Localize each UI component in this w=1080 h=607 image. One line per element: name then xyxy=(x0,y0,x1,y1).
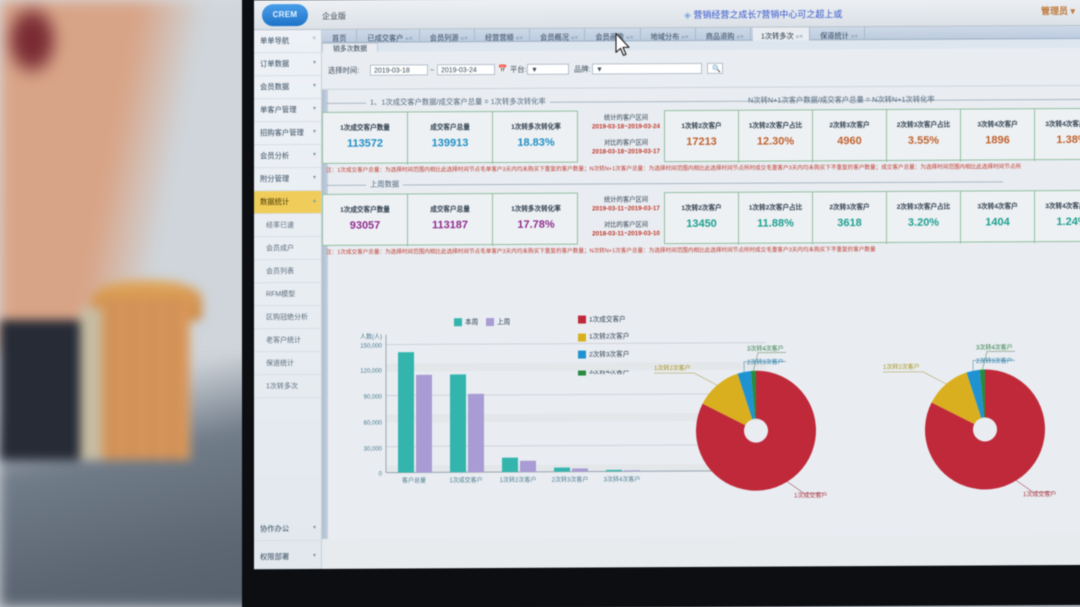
svg-text:30,000: 30,000 xyxy=(364,447,383,453)
svg-text:1次成交客户: 1次成交客户 xyxy=(794,491,827,499)
svg-text:3次转4次客户: 3次转4次客户 xyxy=(747,345,784,353)
svg-text:客户总量: 客户总量 xyxy=(402,476,426,484)
svg-text:0: 0 xyxy=(379,472,383,478)
svg-text:1次成交客户: 1次成交客户 xyxy=(449,476,482,484)
svg-text:60,000: 60,000 xyxy=(364,421,383,427)
svg-text:1次成交客户: 1次成交客户 xyxy=(1023,490,1056,498)
svg-text:2次转3次客户: 2次转3次客户 xyxy=(747,358,784,366)
svg-text:90,000: 90,000 xyxy=(364,395,383,401)
svg-text:1次转2次客户: 1次转2次客户 xyxy=(654,364,691,372)
svg-text:1次转2次客户: 1次转2次客户 xyxy=(500,476,537,484)
svg-text:3次转4次客户: 3次转4次客户 xyxy=(976,343,1013,351)
svg-text:人数(人): 人数(人) xyxy=(360,333,382,341)
svg-text:150,000: 150,000 xyxy=(360,344,382,350)
svg-text:1次转2次客户: 1次转2次客户 xyxy=(883,363,920,371)
svg-text:2次转3次客户: 2次转3次客户 xyxy=(552,476,589,484)
svg-text:2次转3次客户: 2次转3次客户 xyxy=(976,357,1013,365)
svg-text:120,000: 120,000 xyxy=(360,369,382,375)
